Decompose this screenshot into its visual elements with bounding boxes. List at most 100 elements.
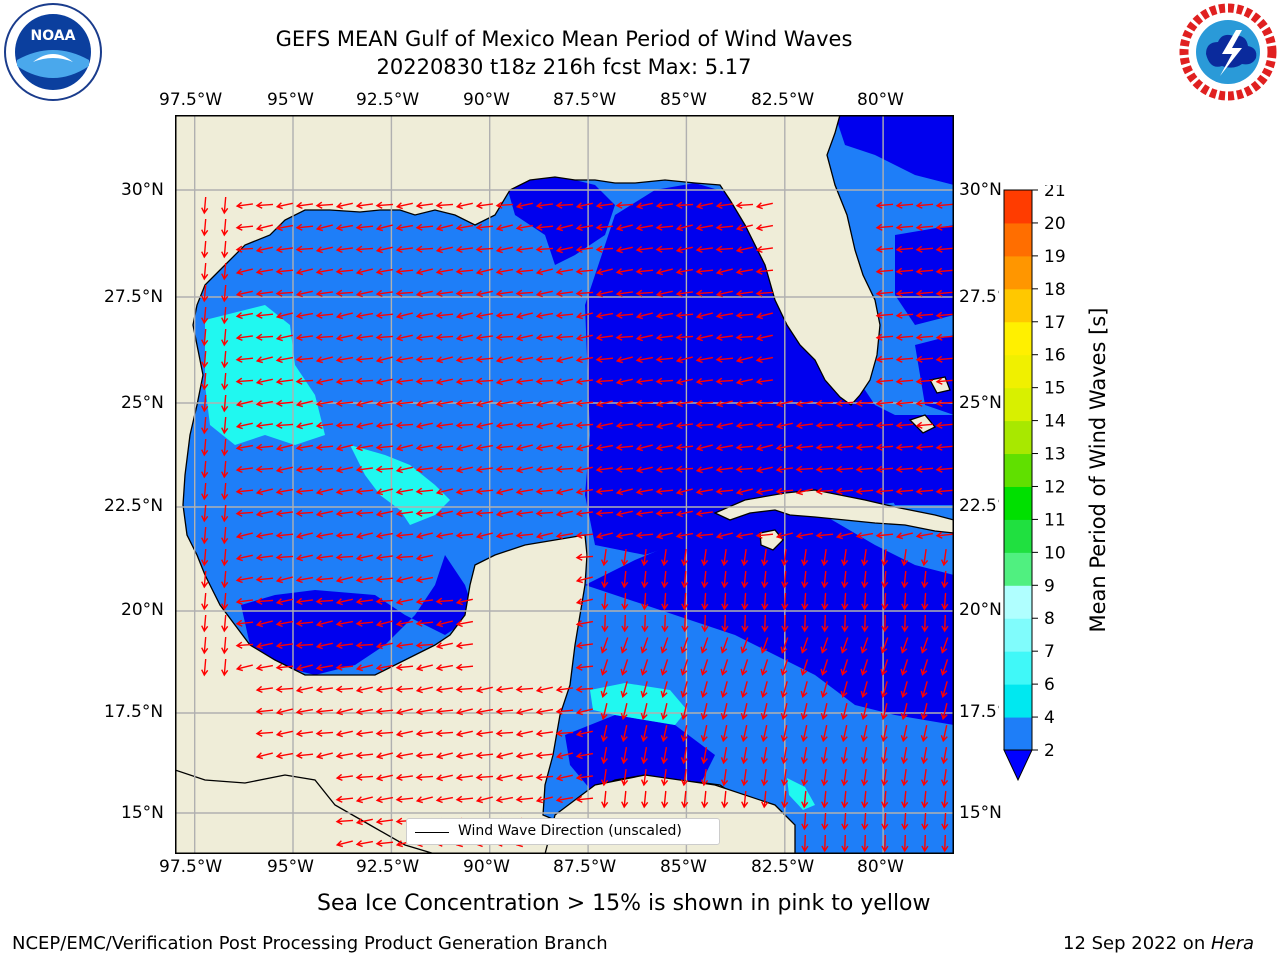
wind-wave-arrow	[940, 725, 948, 743]
wind-wave-arrow	[755, 245, 773, 254]
wind-wave-arrow	[355, 796, 373, 804]
gridlines	[175, 115, 954, 854]
wind-wave-arrow	[860, 681, 868, 699]
wind-wave-arrow	[940, 549, 949, 567]
wind-wave-arrow	[395, 708, 413, 716]
wind-wave-arrow	[415, 509, 434, 517]
wind-wave-arrow	[315, 575, 334, 583]
wind-wave-arrow	[415, 597, 433, 606]
wind-wave-arrow	[535, 223, 554, 231]
wind-wave-arrow	[435, 289, 453, 298]
wind-wave-arrow	[881, 614, 889, 633]
wind-wave-arrow	[741, 614, 749, 633]
wind-wave-arrow	[295, 245, 314, 253]
wind-wave-arrow	[555, 685, 573, 694]
wind-wave-arrow	[895, 223, 914, 231]
colorbar-tick-label: 17	[1044, 313, 1066, 333]
wind-wave-arrow	[415, 333, 433, 342]
wind-wave-arrow	[495, 488, 513, 496]
wind-wave-arrow	[920, 637, 929, 654]
wind-wave-arrow	[860, 549, 869, 567]
wind-wave-arrow	[515, 531, 534, 539]
wind-wave-arrow	[295, 686, 313, 694]
wind-wave-arrow	[875, 465, 894, 473]
wind-wave-arrow	[735, 311, 754, 319]
wind-wave-arrow	[615, 510, 633, 518]
wind-wave-arrow	[615, 268, 634, 276]
wind-wave-arrow	[660, 637, 669, 654]
wind-wave-arrow	[600, 549, 609, 567]
wind-wave-arrow	[575, 795, 594, 803]
wind-wave-arrow	[375, 400, 394, 408]
wind-wave-arrow	[695, 377, 713, 386]
wind-wave-arrow	[821, 592, 829, 611]
wind-wave-arrow	[940, 659, 949, 676]
wind-wave-arrow	[575, 730, 593, 738]
wind-wave-arrow	[615, 488, 633, 496]
wind-wave-arrow	[881, 812, 889, 831]
wind-wave-arrow	[221, 504, 229, 523]
wind-wave-arrow	[535, 465, 553, 474]
wind-wave-arrow	[935, 421, 954, 429]
wind-wave-arrow	[275, 598, 293, 606]
wind-wave-arrow	[595, 290, 613, 298]
wind-wave-arrow	[275, 509, 293, 518]
wind-wave-arrow	[695, 289, 714, 297]
wind-wave-arrow	[395, 444, 413, 452]
colorbar: 2 4 6 7 8 9 10 11 12 13 14 15 16 17 18 19 20 21	[1003, 185, 1066, 782]
lon-tick-top-8: 80°W	[857, 90, 904, 110]
wind-wave-arrow	[555, 400, 574, 408]
wind-wave-arrow	[840, 549, 849, 567]
wind-wave-arrow	[355, 201, 373, 210]
colorbar-tick-label: 2	[1044, 741, 1055, 761]
wind-wave-arrow	[695, 421, 714, 429]
wind-wave-arrow	[375, 356, 393, 364]
wind-wave-arrow	[615, 421, 633, 430]
wind-wave-arrow	[801, 592, 809, 611]
wind-wave-arrow	[915, 487, 934, 495]
wind-wave-arrow	[701, 570, 709, 589]
wind-wave-arrow	[775, 487, 794, 495]
wind-wave-arrow	[555, 311, 574, 319]
wind-wave-arrow	[680, 659, 689, 676]
chart-title: GEFS MEAN Gulf of Mexico Mean Period of …	[275, 27, 853, 51]
wind-wave-arrow	[275, 245, 293, 254]
lon-tick-bottom-2: 95°W	[267, 857, 314, 877]
wind-wave-arrow	[900, 549, 909, 567]
wind-wave-arrow	[755, 444, 773, 452]
wind-wave-arrow	[375, 378, 393, 386]
wind-wave-arrow	[821, 812, 829, 831]
wind-wave-arrow	[315, 268, 334, 276]
wind-wave-arrow	[275, 620, 294, 628]
wind-wave-arrow	[355, 268, 373, 276]
wind-wave-arrow	[375, 685, 393, 694]
wind-wave-arrow	[221, 658, 229, 677]
wind-wave-arrow	[655, 245, 674, 253]
colorbar-cell	[1004, 288, 1032, 323]
wind-wave-arrow	[415, 201, 433, 210]
colorbar-cell	[1004, 585, 1032, 619]
wind-wave-arrow	[695, 531, 714, 539]
lon-tick-top-4: 90°W	[463, 90, 510, 110]
wind-wave-arrow	[655, 509, 674, 517]
wind-wave-arrow	[895, 377, 914, 385]
wind-wave-arrow	[455, 356, 474, 364]
wind-wave-arrow	[655, 487, 674, 495]
wind-wave-arrow	[221, 438, 229, 457]
lon-tick-top-7: 82.5°W	[751, 90, 815, 110]
wind-wave-arrow	[255, 356, 273, 364]
colorbar-cell	[1004, 552, 1032, 586]
wind-wave-arrow	[615, 532, 634, 540]
wind-wave-arrow	[840, 681, 848, 699]
wind-wave-arrow	[740, 703, 748, 721]
wind-wave-arrow	[201, 416, 209, 435]
high-period-regions	[205, 305, 815, 810]
wind-wave-arrow	[941, 812, 949, 831]
lon-tick-top-6: 85°W	[660, 90, 707, 110]
wind-wave-arrow	[680, 681, 688, 699]
wind-wave-arrow	[721, 570, 729, 589]
wind-wave-arrow	[555, 224, 573, 232]
colorbar-cell	[1004, 486, 1032, 520]
map-legend: Wind Wave Direction (unscaled)	[406, 818, 720, 845]
wind-wave-arrow	[620, 703, 628, 721]
